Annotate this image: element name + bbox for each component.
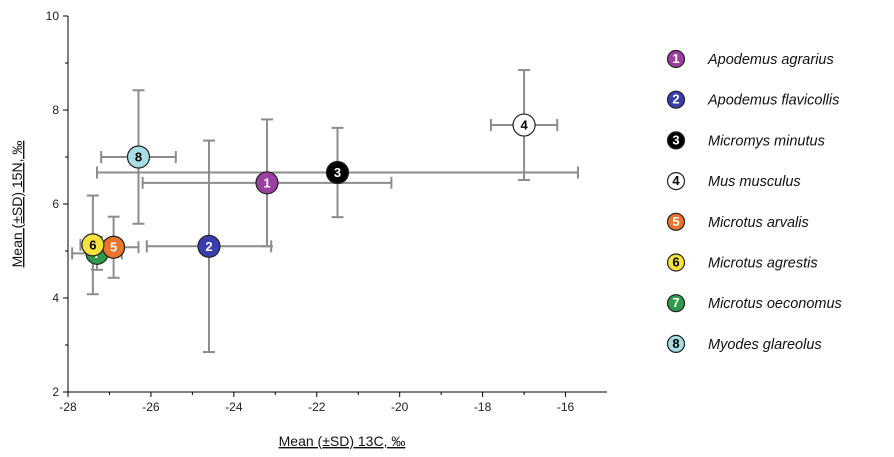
marker-circle <box>126 145 151 169</box>
legend-marker <box>666 131 686 150</box>
legend-label: Myodes glareolus <box>708 337 822 353</box>
marker-label: 8 <box>135 150 142 165</box>
legend-label: Micromys minutus <box>708 133 825 149</box>
marker-label: 3 <box>334 165 341 180</box>
y-tick-label: 6 <box>52 197 59 211</box>
legend-marker-number: 3 <box>672 132 679 147</box>
legend-label: Apodemus agrarius <box>707 52 834 68</box>
marker-label: 1 <box>263 175 270 190</box>
marker-8: 8 <box>126 145 151 169</box>
legend-marker-number: 5 <box>672 214 679 229</box>
legend: 1 Apodemus agrarius 2 Apodemus flavicollis 3… <box>666 49 842 353</box>
legend-marker-number: 1 <box>672 51 679 66</box>
marker-4: 4 <box>512 113 536 137</box>
legend-marker <box>666 253 686 272</box>
marker-circle <box>255 171 279 195</box>
legend-marker-number: 8 <box>672 336 679 351</box>
marker-circle <box>81 233 105 257</box>
y-tick-label: 10 <box>46 9 60 23</box>
legend-label: Mus musculus <box>708 174 801 190</box>
error-bars <box>71 69 579 354</box>
legend-label: Microtus oeconomus <box>708 296 842 312</box>
marker-label: 2 <box>205 239 212 254</box>
y-axis-title: Mean (±SD) 15N, ‰ <box>9 141 25 268</box>
marker-label: 5 <box>110 240 117 255</box>
legend-label: Microtus arvalis <box>708 215 809 231</box>
y-tick-label: 8 <box>52 103 59 117</box>
marker-circle <box>197 234 221 258</box>
legend-item-5: 5 Microtus arvalis <box>666 212 809 231</box>
legend-item-6: 6 Microtus agrestis <box>666 253 818 272</box>
x-tick-label: -28 <box>59 400 77 414</box>
markers: 12348756 <box>81 113 536 265</box>
x-axis-title: Mean (±SD) 13C, ‰ <box>279 433 406 449</box>
legend-marker-number: 7 <box>672 295 679 310</box>
x-tick-label: -26 <box>142 400 160 414</box>
legend-marker <box>666 90 686 109</box>
legend-item-8: 8 Myodes glareolus <box>666 334 822 353</box>
x-tick-label: -24 <box>225 400 243 414</box>
axes: -28 -26 -24 -22 -20 -18 -16 2 4 6 8 10 <box>46 9 607 414</box>
legend-marker <box>666 172 686 191</box>
x-tick-label: -22 <box>308 400 326 414</box>
legend-item-7: 7 Microtus oeconomus <box>666 294 842 313</box>
x-tick-label: -20 <box>391 400 409 414</box>
legend-item-4: 4 Mus musculus <box>666 172 801 191</box>
legend-item-3: 3 Micromys minutus <box>666 131 825 150</box>
marker-label: 6 <box>89 237 96 252</box>
legend-marker-number: 2 <box>672 92 679 107</box>
marker-6: 6 <box>81 233 105 257</box>
x-tick-label: -16 <box>557 400 575 414</box>
x-tick-label: -18 <box>474 400 492 414</box>
legend-label: Microtus agrestis <box>708 256 818 272</box>
y-tick-label: 4 <box>52 291 59 305</box>
marker-1: 1 <box>255 171 279 195</box>
legend-marker <box>666 49 686 69</box>
legend-item-1: 1 Apodemus agrarius <box>666 49 834 69</box>
legend-label: Apodemus flavicollis <box>707 93 839 109</box>
legend-item-2: 2 Apodemus flavicollis <box>666 90 839 109</box>
y-tick-label: 2 <box>52 385 59 399</box>
legend-marker <box>666 294 686 313</box>
marker-3: 3 <box>325 160 350 185</box>
marker-5: 5 <box>102 235 126 259</box>
marker-circle <box>325 160 350 185</box>
legend-marker <box>666 334 686 353</box>
legend-marker <box>666 212 686 231</box>
legend-marker-number: 4 <box>672 173 680 188</box>
legend-marker-number: 6 <box>672 255 679 270</box>
marker-2: 2 <box>197 234 221 258</box>
marker-label: 4 <box>520 118 528 133</box>
marker-circle <box>512 113 536 137</box>
